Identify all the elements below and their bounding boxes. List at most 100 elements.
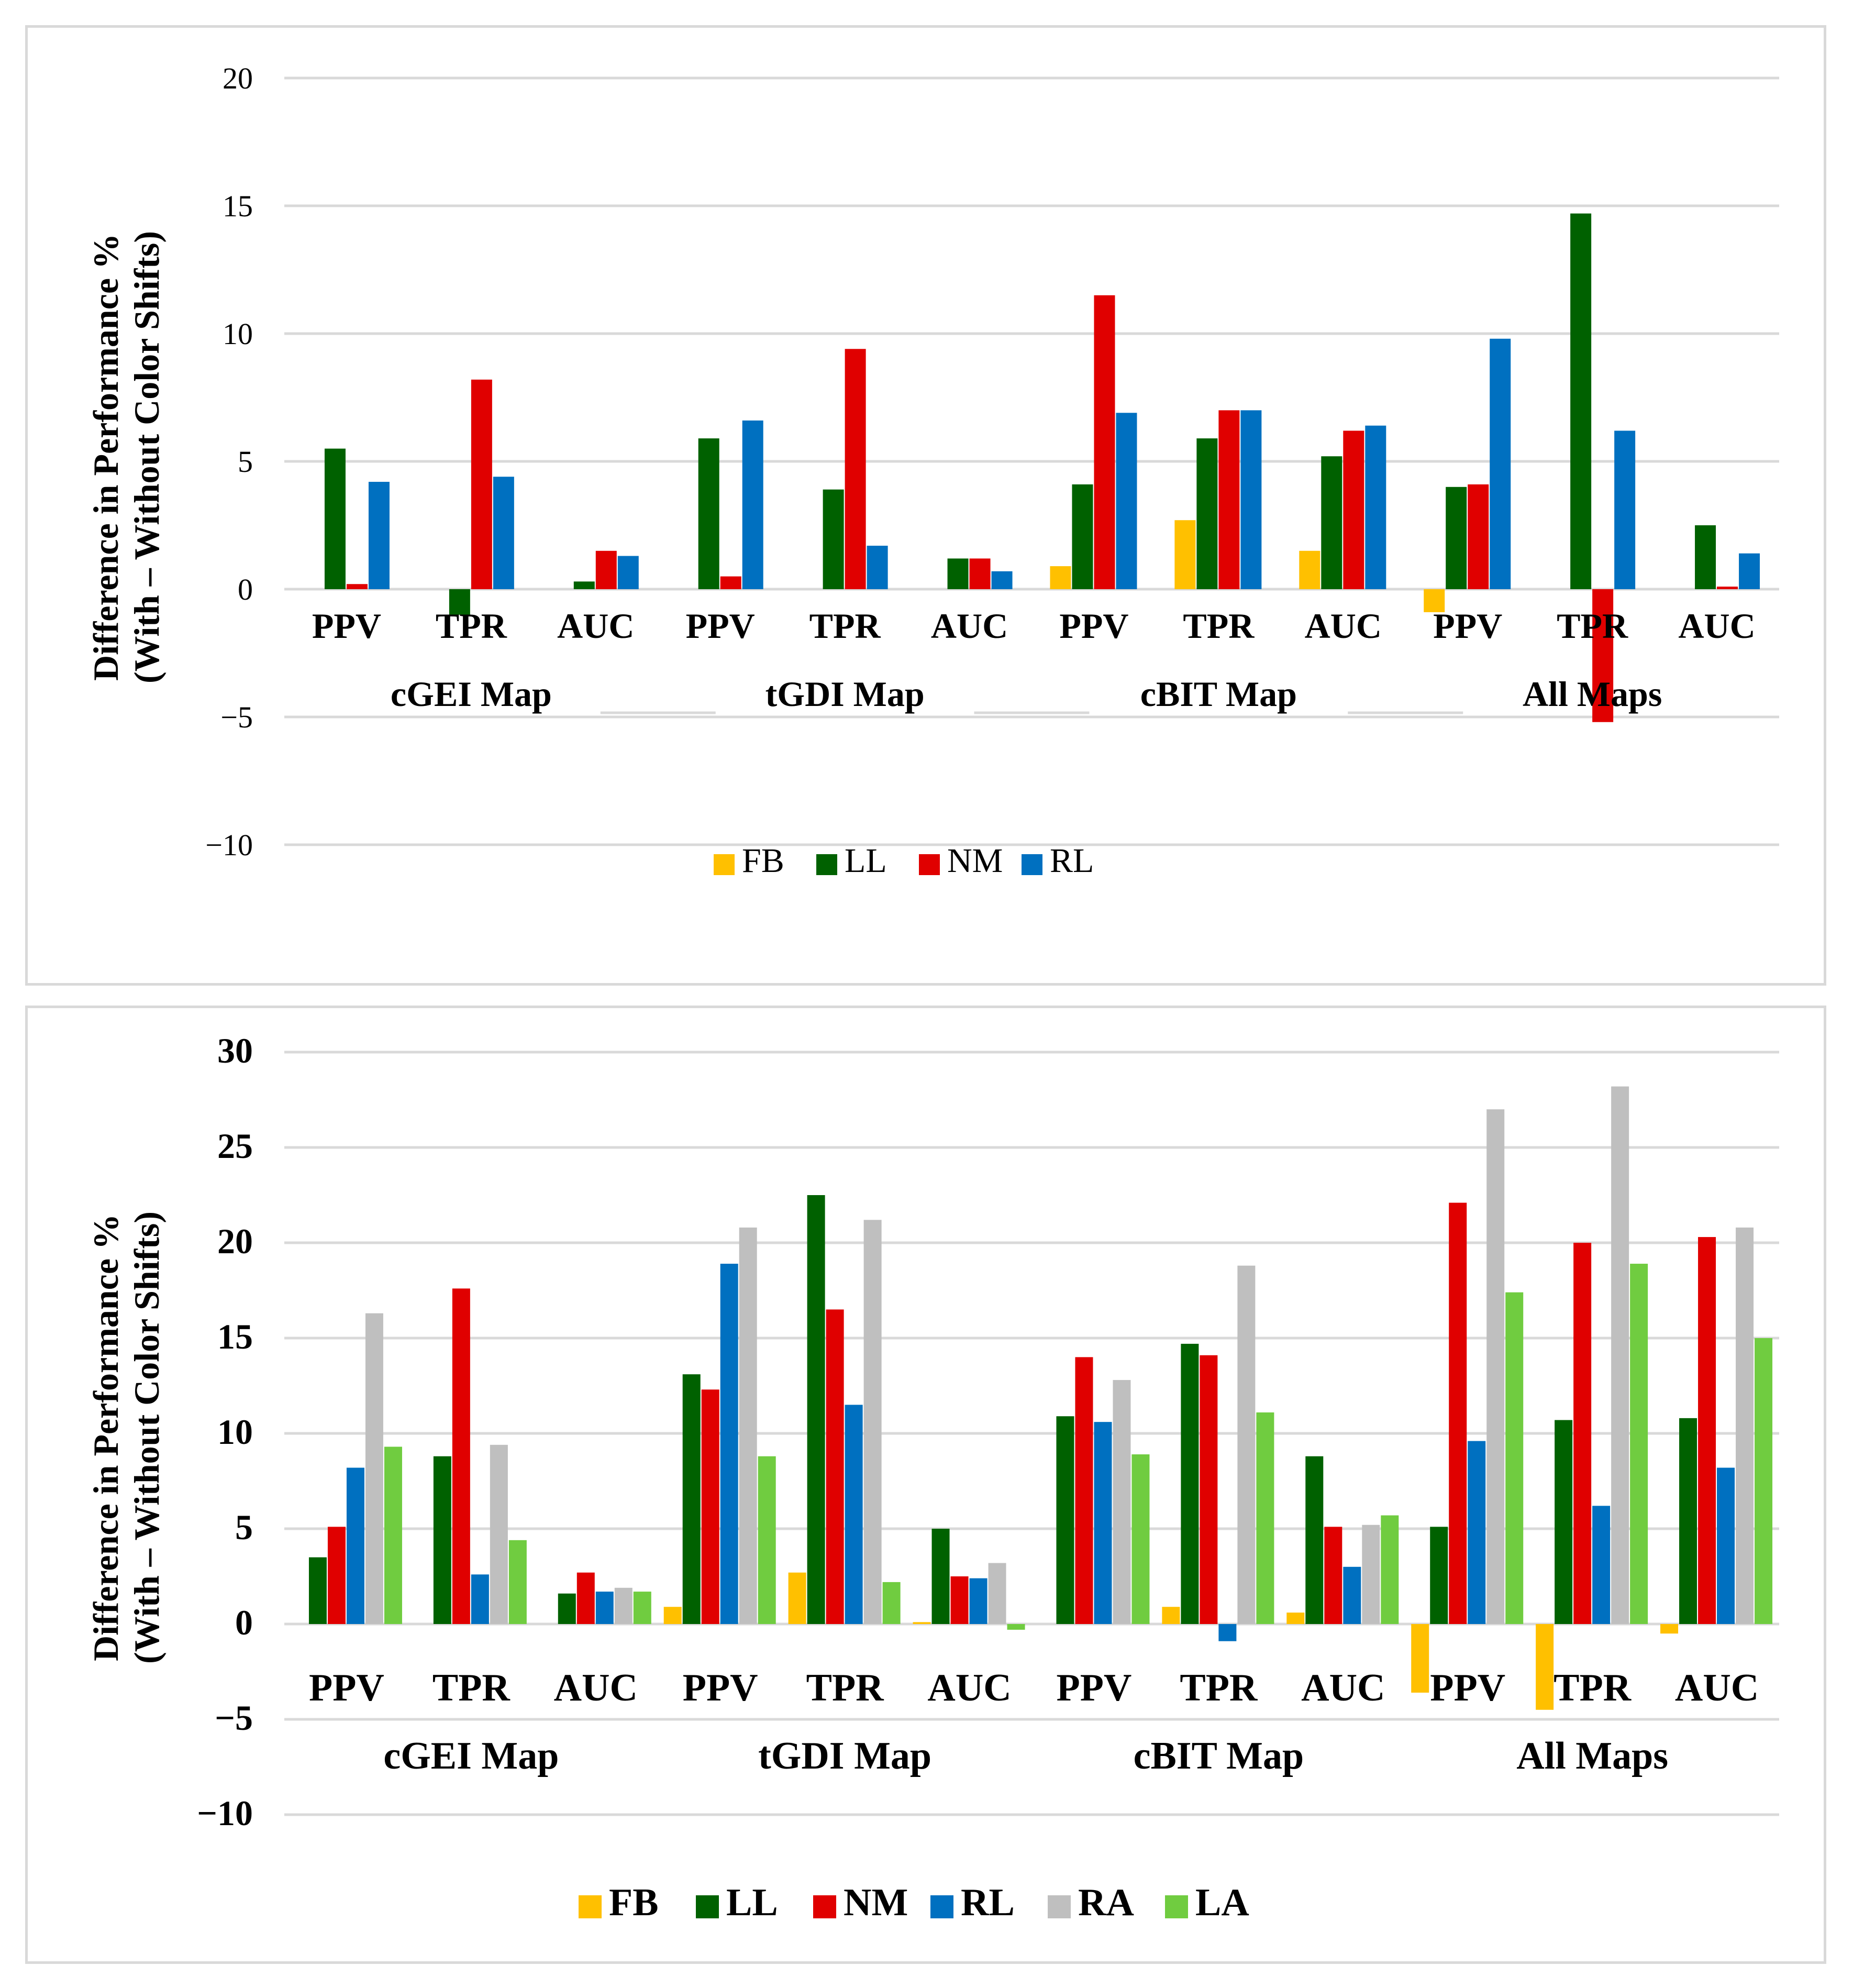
bar-ll-cgei-map-ppv [308,1557,327,1624]
bar-rl-tgdi-map-tpr [845,1405,863,1624]
bar-la-cbit-map-tpr [1256,1412,1274,1624]
bar-nm-all-maps-tpr [1592,589,1614,722]
x-tick-label-tpr: TPR [806,1666,885,1709]
bar-rl-tgdi-map-auc [991,571,1013,589]
y-tick-label: 10 [217,1412,253,1452]
legend-swatch-ll [696,1895,719,1918]
bar-nm-all-maps-ppv [1468,484,1489,589]
bar-nm-tgdi-map-tpr [845,349,866,589]
bar-rl-tgdi-map-auc [969,1578,987,1624]
y-tick-label: 0 [235,1603,253,1642]
bar-rl-cbit-map-tpr [1240,410,1262,589]
bar-la-cbit-map-ppv [1131,1454,1150,1624]
x-tick-label-auc: AUC [554,1666,638,1709]
bar-la-tgdi-map-tpr [882,1582,901,1624]
legend-swatch-nm [919,854,940,875]
bar-nm-cgei-map-auc [576,1572,595,1624]
x-tick-label-tpr: TPR [1557,606,1628,646]
x-tick-label-ppv: PPV [1059,606,1128,646]
y-tick-label: −5 [215,1698,253,1738]
bar-chart-six-series: 30 25 20 15 10 5 0 −5 −10 Difference in Performan… [86,1031,1779,1924]
x-tick-label-tpr: TPR [436,606,507,646]
bar-ll-all-maps-tpr [1555,1420,1573,1624]
y-tick-label: −10 [197,1793,253,1833]
bar-rl-cbit-map-ppv [1116,413,1137,589]
bar-rl-cgei-map-ppv [346,1467,364,1624]
bar-nm-cgei-map-auc [595,550,617,589]
y-tick-label: 20 [223,61,253,95]
bar-la-tgdi-map-auc [1007,1624,1025,1630]
bar-ll-cbit-map-auc [1305,1456,1324,1624]
bar-ra-cbit-map-tpr [1237,1265,1256,1624]
legend-label-ll: LL [845,842,887,880]
x-group-label-all-maps: All Maps [1523,674,1662,714]
x-tick-label-ppv: PPV [686,606,755,646]
bar-nm-all-maps-ppv [1449,1202,1467,1624]
bar-fb-all-maps-ppv [1411,1624,1429,1693]
bar-fb-tgdi-map-tpr [788,1572,806,1624]
bar-fb-cbit-map-tpr [1174,520,1196,589]
bar-rl-all-maps-auc [1717,1467,1735,1624]
x-tick-label-tpr: TPR [1183,606,1255,646]
bar-ll-cgei-map-tpr [433,1456,451,1624]
y-axis-title-line-1: Difference in Performance % [86,1214,126,1661]
bar-la-all-maps-ppv [1505,1292,1524,1624]
bar-nm-cbit-map-ppv [1075,1357,1093,1624]
bar-rl-cbit-map-ppv [1094,1422,1112,1624]
bar-ll-cgei-map-tpr [449,589,470,615]
x-group-label-tgdi-map: tGDI Map [765,674,925,714]
bar-nm-cgei-map-ppv [346,584,368,589]
x-tick-label-auc: AUC [1678,606,1755,646]
bar-nm-cbit-map-ppv [1094,295,1115,589]
bar-nm-tgdi-map-auc [969,558,991,589]
legend-label-la: LA [1195,1881,1249,1924]
bar-fb-cbit-map-ppv [1050,566,1071,589]
legend-swatch-ra [1048,1895,1071,1918]
bar-nm-all-maps-auc [1698,1237,1716,1624]
y-axis-title-line-2: (With – Without Color Shifts) [127,1211,167,1664]
bar-rl-all-maps-auc [1739,553,1760,589]
legend-label-nm: NM [947,842,1003,880]
bar-ll-cbit-map-ppv [1072,484,1093,589]
x-tick-label-ppv: PPV [309,1666,384,1709]
bar-la-cgei-map-ppv [384,1446,402,1624]
x-tick-label-auc: AUC [1305,606,1382,646]
legend-swatch-la [1165,1895,1188,1918]
y-tick-label: 30 [217,1031,253,1070]
legend-swatch-rl [1022,854,1042,875]
x-tick-label-tpr: TPR [809,606,881,646]
legend-label-fb: FB [742,842,784,880]
y-axis-title-line-2: (With – Without Color Shifts) [127,231,167,683]
bar-rl-tgdi-map-ppv [742,420,763,589]
x-tick-label-tpr: TPR [1554,1666,1632,1709]
bar-la-tgdi-map-ppv [758,1456,776,1624]
bar-fb-all-maps-ppv [1424,589,1445,612]
bar-nm-tgdi-map-ppv [720,576,741,589]
y-tick-label: −5 [220,700,253,734]
bar-ra-cbit-map-ppv [1113,1380,1131,1624]
bar-ra-all-maps-ppv [1486,1109,1505,1624]
bar-fb-cbit-map-tpr [1162,1607,1180,1624]
bar-fb-cbit-map-auc [1286,1613,1305,1624]
x-tick-label-tpr: TPR [432,1666,511,1709]
bar-rl-cbit-map-auc [1343,1566,1361,1624]
bar-rl-cgei-map-ppv [368,482,390,589]
bar-ll-all-maps-auc [1695,525,1716,589]
bar-chart-four-series: 20 15 10 5 0 −5 −10 Difference in Performance %… [86,61,1779,880]
bar-rl-all-maps-ppv [1468,1441,1486,1624]
bar-la-cbit-map-auc [1381,1515,1399,1624]
legend-swatch-ll [816,854,837,875]
bar-ra-tgdi-map-ppv [739,1227,757,1624]
x-tick-label-auc: AUC [1675,1666,1759,1709]
y-tick-label: 10 [223,317,253,351]
legend-swatch-fb [579,1895,602,1918]
bar-fb-all-maps-auc [1660,1624,1679,1634]
bar-la-all-maps-auc [1755,1338,1773,1624]
bar-nm-tgdi-map-tpr [826,1309,844,1624]
x-group-label-tgdi-map: tGDI Map [758,1735,931,1777]
bar-ll-all-maps-tpr [1570,213,1592,589]
x-tick-label-tpr: TPR [1180,1666,1258,1709]
bar-ll-tgdi-map-auc [947,558,969,589]
bar-nm-all-maps-tpr [1573,1243,1592,1624]
bar-nm-cgei-map-ppv [327,1527,346,1624]
